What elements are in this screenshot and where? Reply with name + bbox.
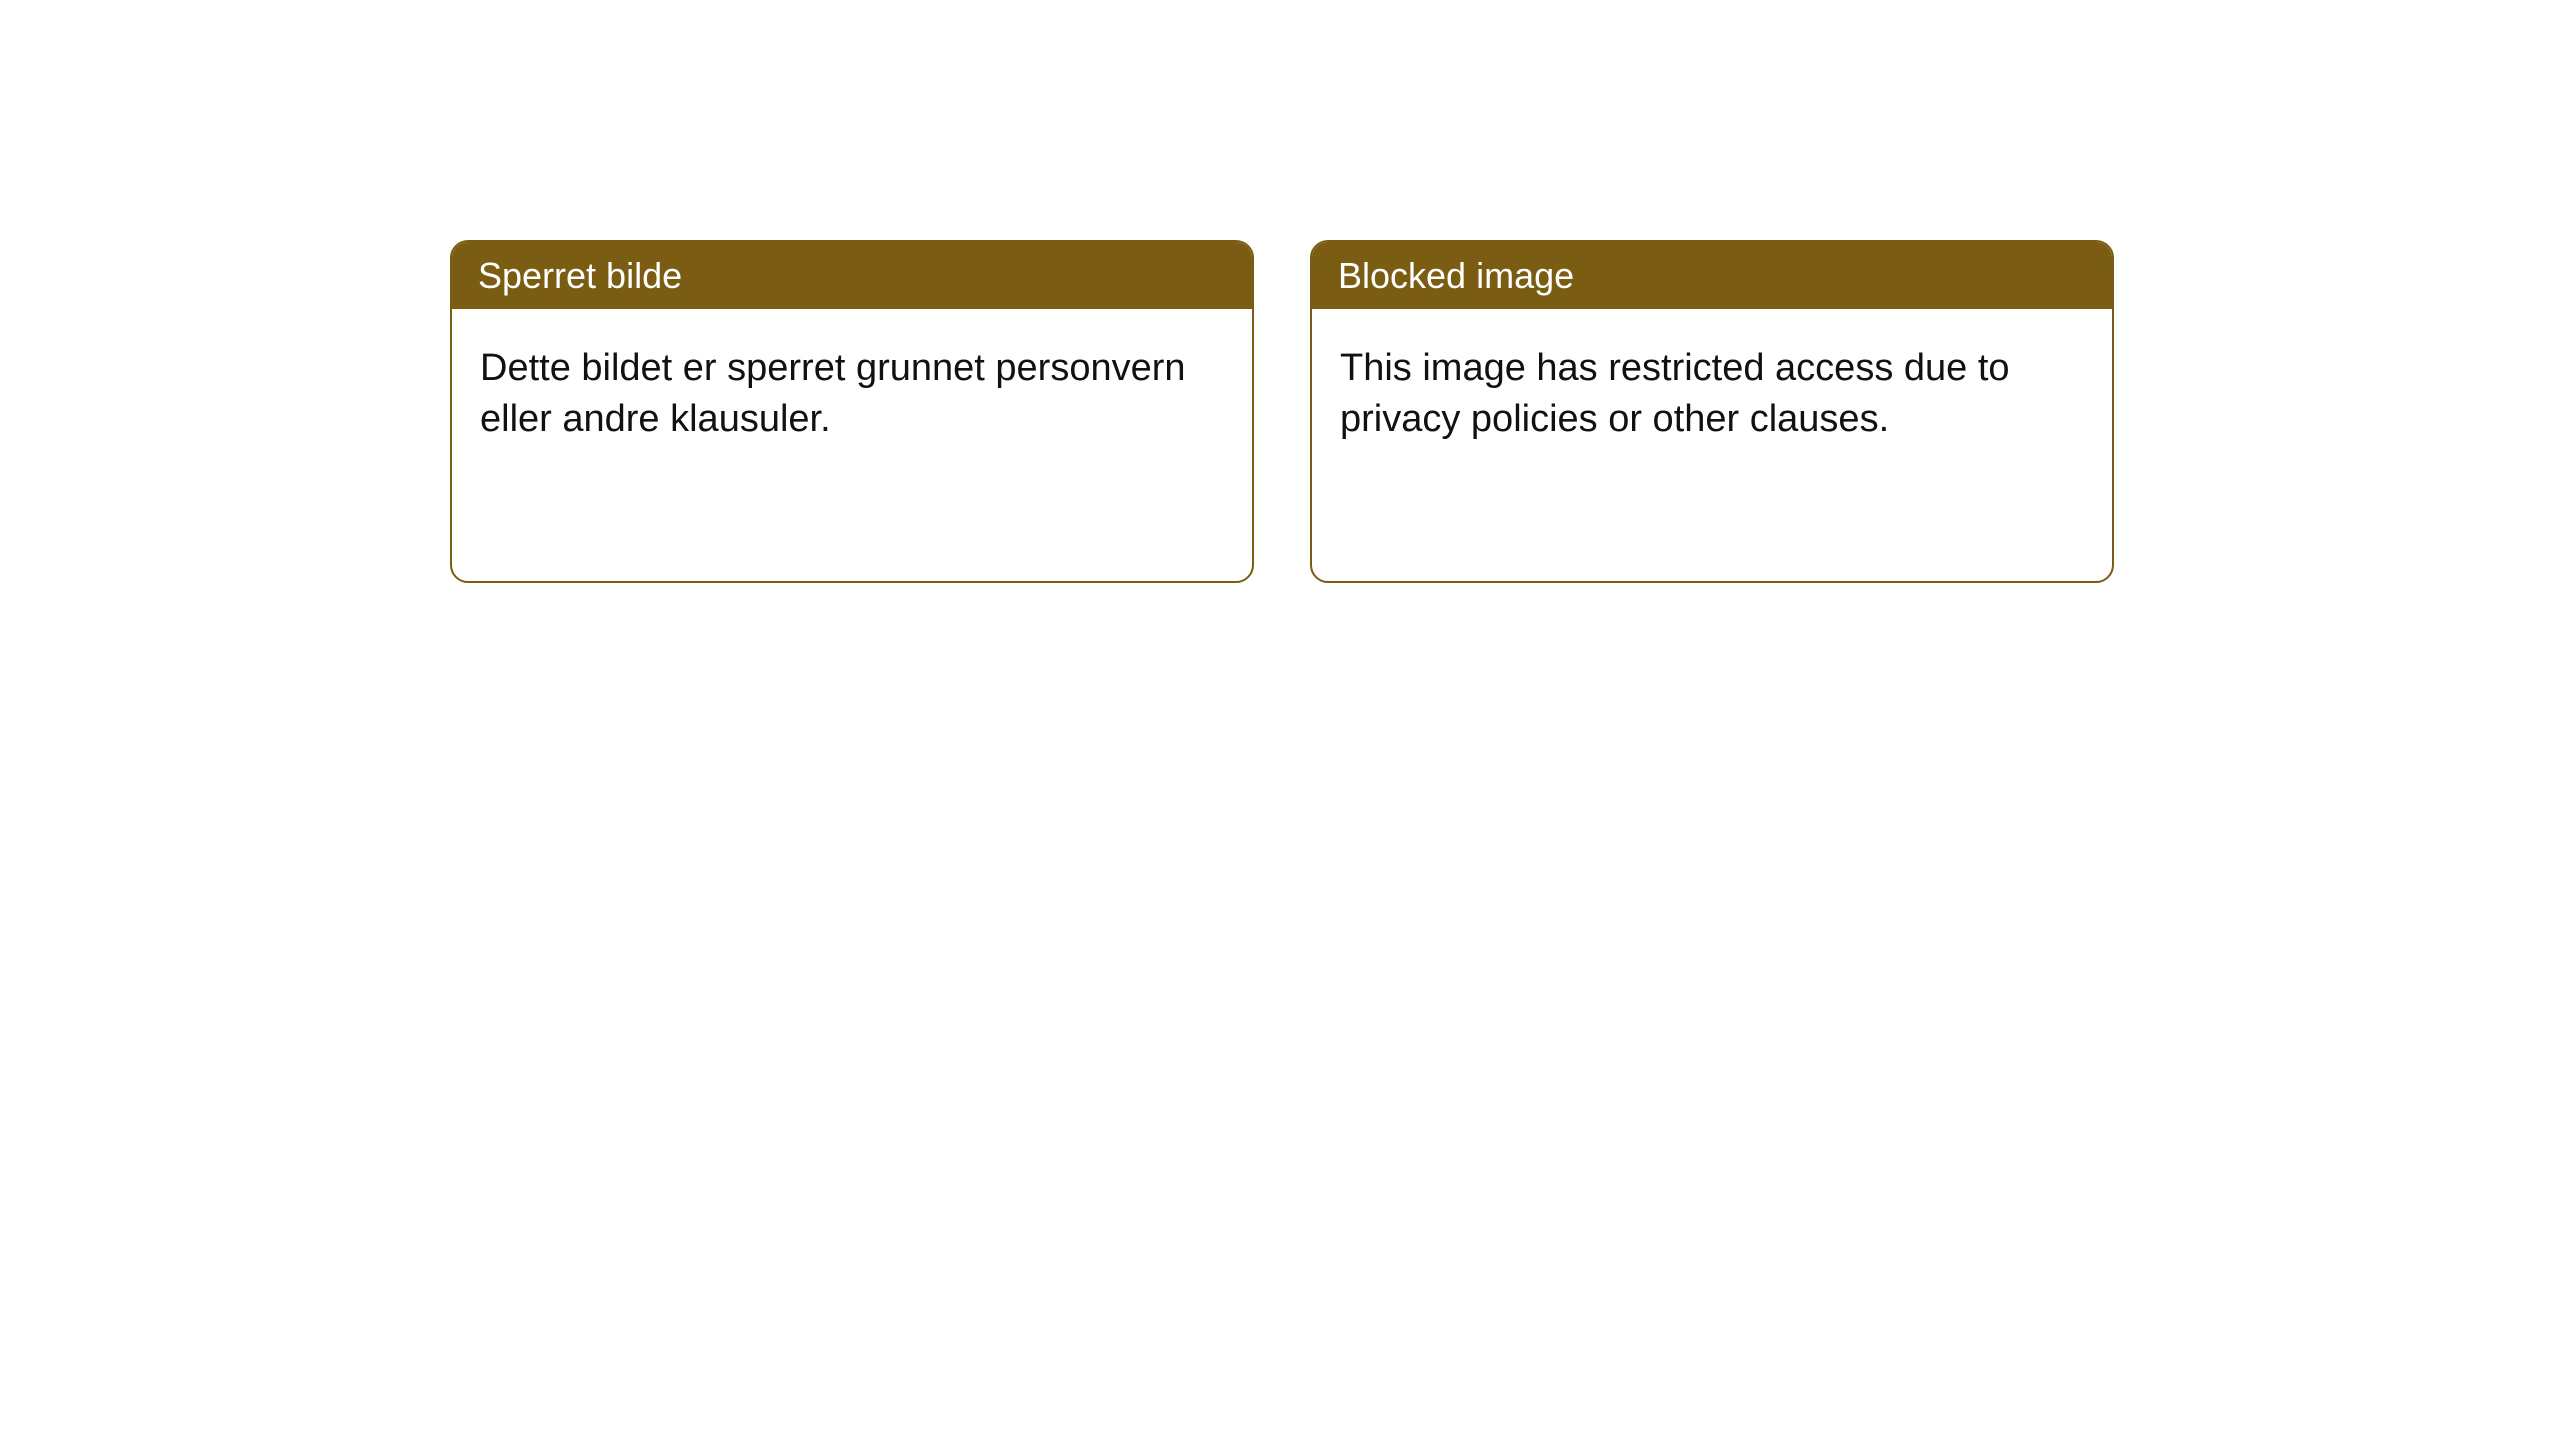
notice-card-norwegian: Sperret bilde Dette bildet er sperret gr… <box>450 240 1254 583</box>
notice-card-title: Sperret bilde <box>452 242 1252 309</box>
notice-card-body: Dette bildet er sperret grunnet personve… <box>452 309 1252 581</box>
notice-cards-container: Sperret bilde Dette bildet er sperret gr… <box>450 240 2114 583</box>
notice-card-english: Blocked image This image has restricted … <box>1310 240 2114 583</box>
notice-card-body: This image has restricted access due to … <box>1312 309 2112 581</box>
notice-card-title: Blocked image <box>1312 242 2112 309</box>
